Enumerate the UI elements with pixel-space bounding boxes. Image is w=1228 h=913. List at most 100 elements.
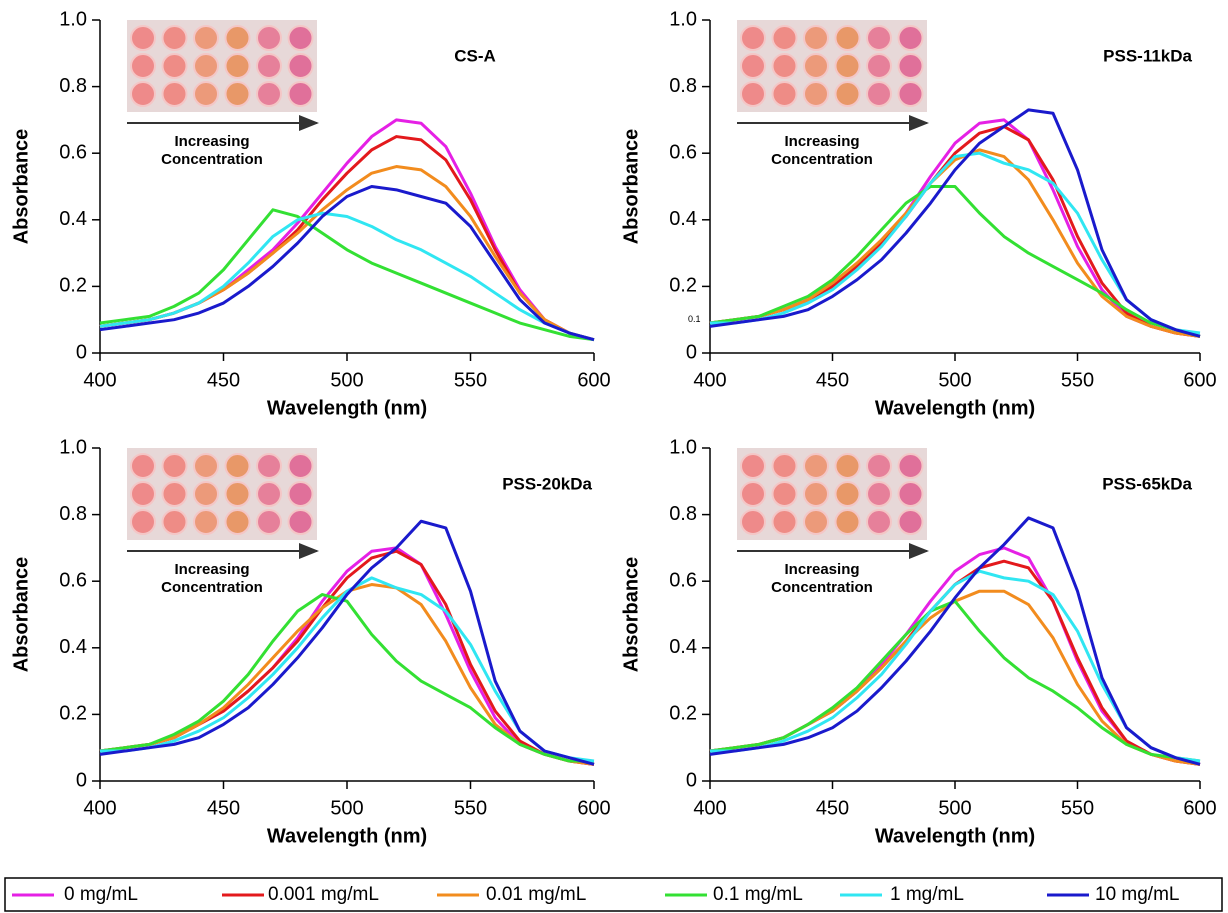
plate-well: [161, 481, 188, 507]
plate-well: [287, 453, 314, 479]
plate-well: [256, 509, 282, 535]
x-tick-label: 400: [693, 797, 726, 819]
y-tick-label: 0.8: [59, 75, 87, 97]
plate-well: [740, 481, 766, 507]
plate-well: [771, 25, 798, 51]
plate-well: [771, 481, 798, 507]
plate-well: [866, 53, 892, 79]
legend-label: 0.001 mg/mL: [268, 884, 379, 905]
plate-well: [803, 509, 829, 535]
legend-label: 0.1 mg/mL: [713, 884, 803, 905]
plate-well: [256, 81, 282, 107]
plate-well: [771, 53, 798, 79]
plate-well: [803, 481, 829, 507]
plate-well: [866, 25, 892, 51]
plate-well: [866, 81, 892, 107]
plate-well: [130, 509, 156, 535]
plate-well: [771, 81, 798, 107]
y-axis-label: Absorbance: [10, 129, 32, 245]
plate-well: [771, 453, 798, 479]
plate-well: [803, 25, 829, 51]
x-axis-label: Wavelength (nm): [875, 825, 1035, 847]
plate-well: [740, 453, 766, 479]
y-tick-label: 1.0: [59, 8, 87, 30]
series-line: [99, 185, 595, 342]
y-tick-label: 0: [686, 769, 697, 791]
series-line: [709, 599, 1201, 763]
plate-well: [866, 481, 892, 507]
plate-well: [803, 81, 829, 107]
x-tick-label: 450: [207, 369, 240, 391]
series-line: [709, 148, 1201, 338]
legend-label: 0 mg/mL: [64, 884, 138, 905]
plate-well: [834, 453, 861, 479]
chart-title: PSS-20kDa: [502, 474, 592, 493]
x-tick-label: 550: [1061, 369, 1094, 391]
y-tick-label: 0: [686, 341, 697, 363]
x-tick-label: 450: [207, 797, 240, 819]
x-tick-label: 550: [454, 369, 487, 391]
y-tick-label: 0.8: [59, 503, 87, 525]
note: 0.1: [688, 314, 701, 324]
plate-well: [897, 509, 924, 535]
y-tick-label: 0.2: [669, 703, 697, 725]
y-tick-label: 0.2: [59, 703, 87, 725]
plate-well: [193, 25, 219, 51]
x-tick-label: 600: [1183, 797, 1216, 819]
plate-well: [130, 453, 156, 479]
x-axis-label: Wavelength (nm): [267, 397, 427, 419]
annotation: Increasing: [174, 133, 249, 150]
plate-well: [287, 25, 314, 51]
plate-well: [161, 25, 188, 51]
x-tick-label: 400: [693, 369, 726, 391]
plate-well: [897, 481, 924, 507]
plate-well: [897, 81, 924, 107]
plate-well: [161, 81, 188, 107]
plate-well: [287, 481, 314, 507]
series-line: [709, 516, 1201, 766]
y-tick-label: 0.2: [669, 275, 697, 297]
y-tick-label: 0.4: [59, 208, 87, 230]
plate-well: [224, 453, 251, 479]
plate-well: [130, 25, 156, 51]
x-tick-label: 600: [577, 369, 610, 391]
plate-well: [161, 53, 188, 79]
annotation: Increasing: [784, 561, 859, 578]
y-tick-label: 0.6: [669, 569, 697, 591]
plate-well: [834, 481, 861, 507]
plate-well: [193, 81, 219, 107]
plate-well: [897, 453, 924, 479]
legend-box: [4, 877, 1223, 912]
y-tick-label: 0.6: [669, 141, 697, 163]
y-tick-label: 0.8: [669, 503, 697, 525]
legend-label: 0.01 mg/mL: [486, 884, 586, 905]
series-line: [99, 593, 594, 763]
y-tick-label: 0.4: [59, 636, 87, 658]
plate-well: [287, 81, 314, 107]
plate-well: [130, 481, 156, 507]
x-tick-label: 550: [1061, 797, 1094, 819]
series-line: [99, 519, 595, 766]
series-line: [99, 583, 595, 766]
plate-well: [130, 81, 156, 107]
plate-well: [287, 509, 314, 535]
y-tick-label: 1.0: [59, 436, 87, 458]
annotation: Increasing: [174, 561, 249, 578]
plate-well: [834, 509, 861, 535]
x-axis-label: Wavelength (nm): [267, 825, 427, 847]
plate-well: [224, 81, 251, 107]
plate-well: [834, 25, 861, 51]
plate-well: [256, 453, 282, 479]
plate-well: [224, 481, 251, 507]
plate-well: [193, 53, 219, 79]
y-axis-label: Absorbance: [620, 557, 642, 673]
plate-well: [834, 53, 861, 79]
plate-well: [224, 25, 251, 51]
y-tick-label: 0.6: [59, 569, 87, 591]
plate-well: [866, 509, 892, 535]
plate-well: [803, 453, 829, 479]
y-axis-label: Absorbance: [620, 129, 642, 245]
series-line: [709, 108, 1201, 338]
plate-well: [740, 25, 766, 51]
